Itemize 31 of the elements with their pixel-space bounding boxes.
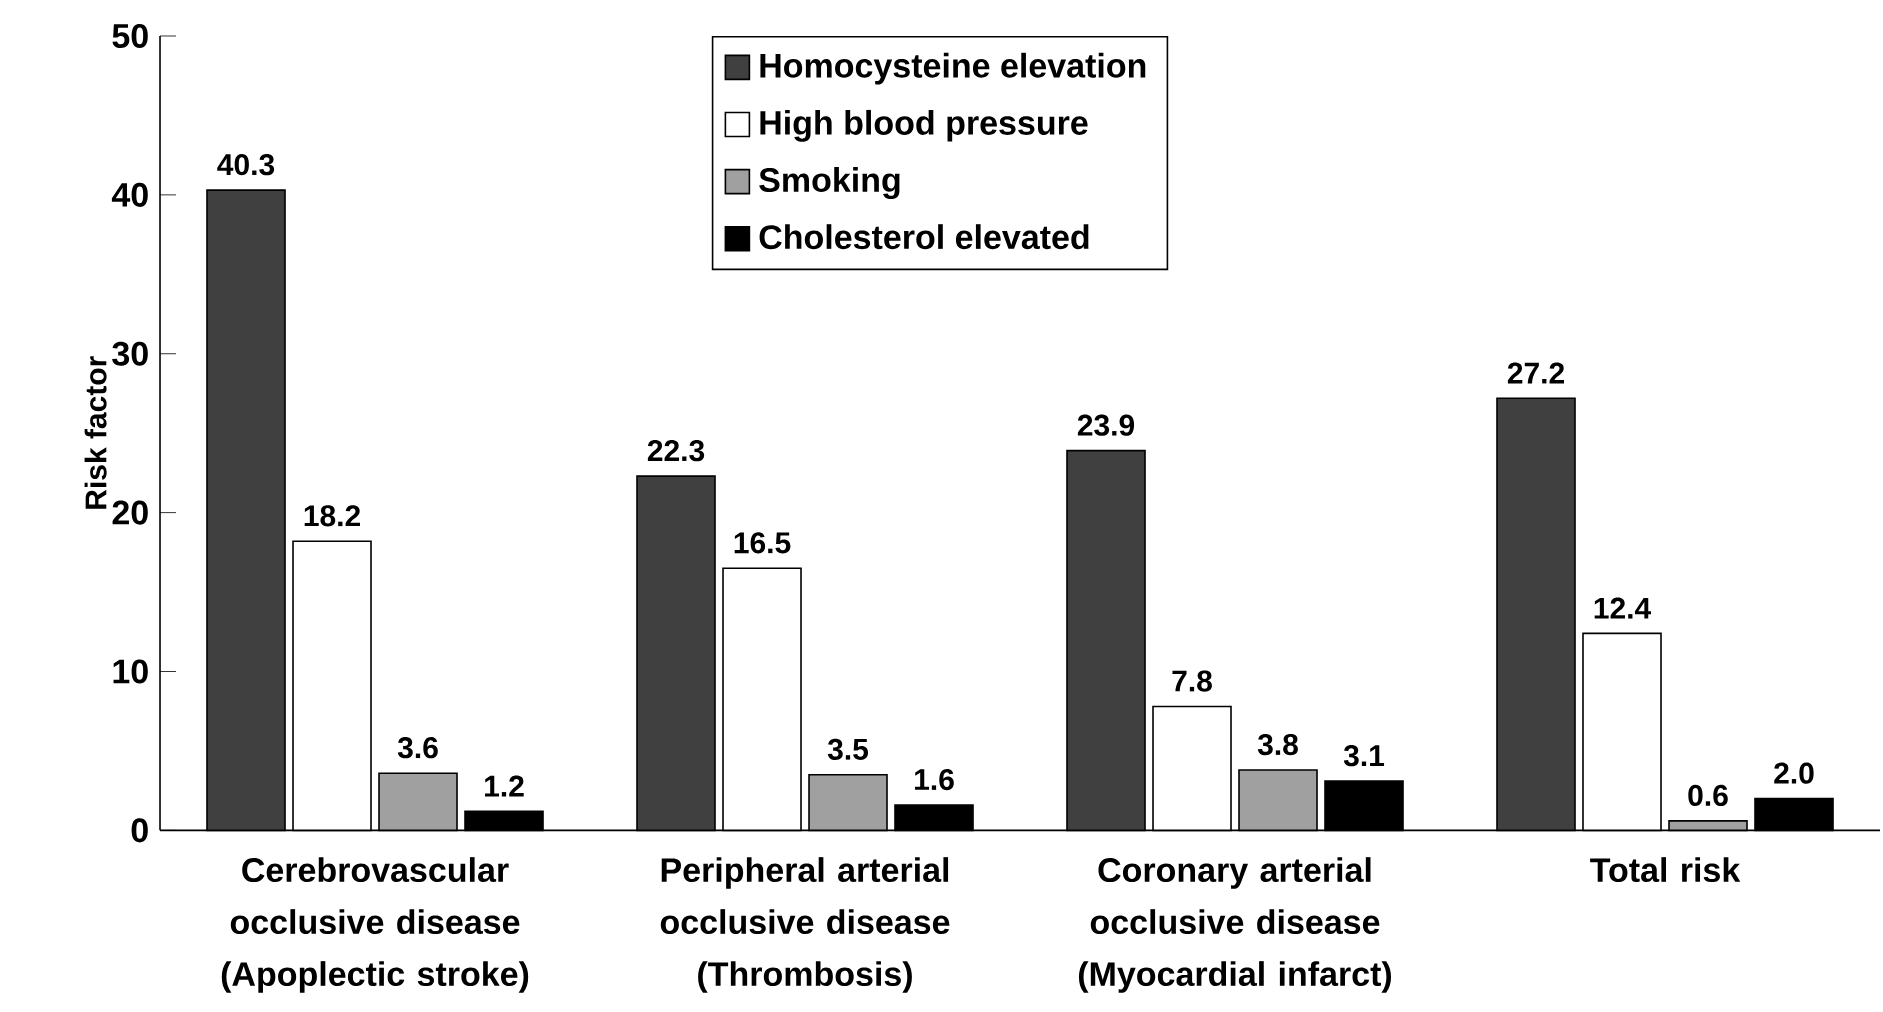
data-label: 40.3	[217, 154, 275, 176]
data-label: 16.5	[734, 532, 791, 554]
legend-label: Smoking	[759, 167, 900, 199]
data-label: 3.6	[397, 737, 438, 759]
data-label: 7.8	[1172, 670, 1212, 692]
y-tick-label: 20	[112, 500, 148, 525]
x-tick-label: Coronary arterial occlusive disease (Myocardial infarct)	[1078, 857, 1392, 993]
legend-label: Homocysteine elevation	[760, 52, 1146, 85]
y-tick-label: 10	[113, 659, 148, 684]
data-label: 23.9	[1077, 414, 1135, 436]
data-label: 2.0	[1774, 762, 1814, 784]
data-label: 22.3	[647, 440, 705, 462]
y-tick-label: 40	[111, 182, 148, 207]
x-tick-label: Peripheral arterial occlusive disease (Thrombosis)	[660, 857, 950, 993]
data-label: 3.5	[827, 738, 869, 760]
y-axis-title: Risk factor	[84, 356, 107, 509]
data-label: 1.2	[485, 775, 524, 797]
data-label: 1.6	[915, 768, 954, 791]
data-label: 12.4	[1594, 597, 1652, 619]
data-label: 3.1	[1343, 745, 1385, 767]
data-label: 27.2	[1507, 362, 1565, 384]
data-label: 18.2	[304, 505, 361, 527]
legend-label: Cholesterol elevated	[759, 224, 1089, 250]
y-tick-label: 0	[131, 818, 148, 843]
data-label: 3.8	[1257, 733, 1298, 756]
legend-label: High blood pressure	[760, 109, 1088, 142]
data-label: 0.6	[1688, 784, 1728, 807]
y-tick-label: 30	[112, 341, 148, 366]
x-tick-label: Cerebrovascular occlusive disease (Apoplectic stroke)	[221, 857, 529, 993]
x-tick-label: Total risk	[1590, 857, 1741, 883]
y-tick-label: 50	[112, 24, 148, 49]
